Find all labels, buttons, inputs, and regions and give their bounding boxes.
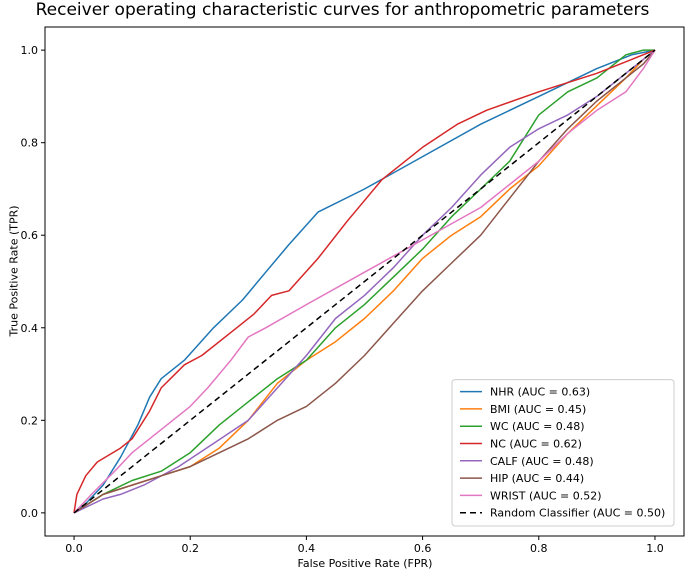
legend-entry-label: NHR (AUC = 0.63) bbox=[490, 386, 590, 399]
series-line-nhr bbox=[73, 49, 656, 514]
x-axis-label: False Positive Rate (FPR) bbox=[297, 557, 433, 570]
legend-entry-label: CALF (AUC = 0.48) bbox=[490, 455, 594, 468]
y-tick-label: 1.0 bbox=[21, 44, 39, 57]
legend-entry-label: HIP (AUC = 0.44) bbox=[490, 472, 584, 485]
series-line-wc bbox=[73, 49, 655, 514]
x-tick-label: 0.8 bbox=[530, 542, 548, 555]
x-tick-label: 0.4 bbox=[298, 542, 316, 555]
series-line-random-classifier bbox=[73, 49, 656, 514]
x-tick-label: 0.2 bbox=[181, 542, 199, 555]
legend-box bbox=[451, 379, 675, 527]
y-tick-label: 0.8 bbox=[21, 137, 39, 150]
legend-entry-label: Random Classifier (AUC = 0.50) bbox=[490, 507, 665, 520]
chart-title: Receiver operating characteristic curves… bbox=[35, 0, 650, 20]
x-tick-label: 1.0 bbox=[646, 542, 664, 555]
plot-area-frame bbox=[44, 26, 685, 537]
y-tick-label: 0.4 bbox=[21, 322, 39, 335]
series-line-hip bbox=[73, 49, 656, 514]
series-line-wrist bbox=[73, 49, 656, 514]
legend-entry-label: WC (AUC = 0.48) bbox=[490, 420, 585, 433]
legend-entry-label: NC (AUC = 0.62) bbox=[490, 438, 582, 451]
series-line-nc bbox=[73, 49, 656, 514]
y-axis-label: True Positive Rate (TPR) bbox=[7, 205, 21, 337]
y-tick-label: 0.0 bbox=[21, 507, 39, 520]
legend-entry-label: BMI (AUC = 0.45) bbox=[490, 403, 586, 416]
x-tick-label: 0.6 bbox=[414, 542, 432, 555]
y-tick-label: 0.6 bbox=[21, 229, 39, 242]
y-tick-label: 0.2 bbox=[21, 414, 39, 427]
legend-entry-label: WRIST (AUC = 0.52) bbox=[490, 489, 602, 502]
x-tick-label: 0.0 bbox=[65, 542, 83, 555]
